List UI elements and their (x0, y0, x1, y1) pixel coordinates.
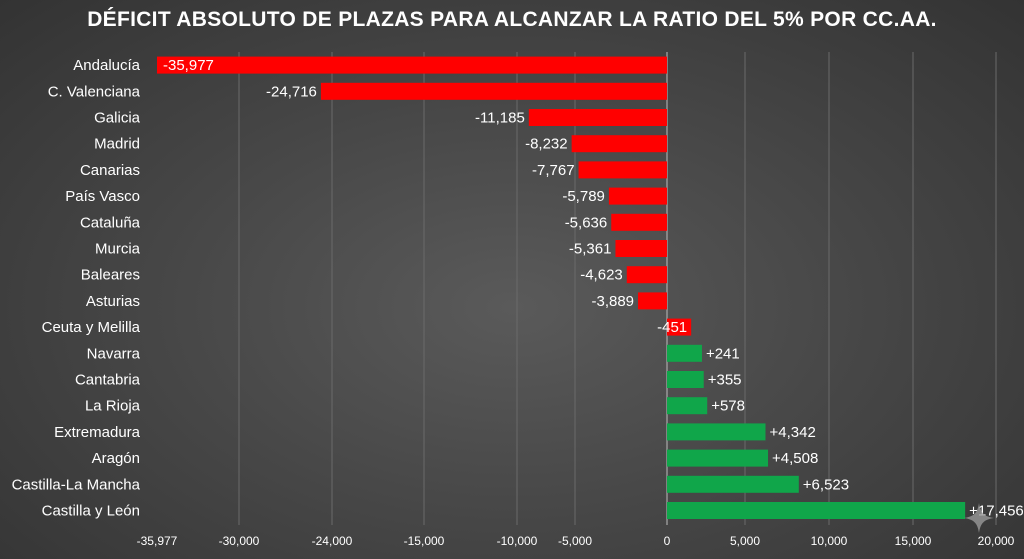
chart-title: DÉFICIT ABSOLUTO DE PLAZAS PARA ALCANZAR… (87, 8, 937, 31)
category-label: Ceuta y Melilla (42, 319, 141, 336)
data-label: -4,623 (580, 267, 623, 284)
data-label: -35,977 (163, 57, 214, 74)
data-label: -11,185 (475, 110, 525, 127)
bar (667, 475, 799, 493)
category-label: Navarra (87, 345, 141, 362)
bar (667, 371, 704, 388)
data-label: -5,361 (569, 241, 612, 258)
bar (157, 56, 667, 74)
bars-layer (157, 56, 966, 519)
x-tick-label: -15,000 (404, 534, 445, 548)
bar (667, 318, 692, 336)
category-label: Aragón (92, 450, 140, 467)
grid-layer (238, 52, 997, 525)
bar (667, 449, 769, 467)
bar (320, 82, 667, 100)
data-label: +4,508 (772, 450, 818, 467)
x-tick-label: -30,000 (219, 534, 260, 548)
x-tick-label: 20,000 (978, 534, 1015, 548)
bar (667, 397, 708, 415)
category-label: Canarias (80, 162, 140, 179)
bar (611, 213, 667, 231)
bar (615, 240, 667, 257)
bar (638, 292, 667, 310)
bar (578, 161, 667, 179)
bar (667, 344, 702, 362)
data-label: -5,636 (565, 214, 608, 231)
category-label: Cataluña (80, 214, 141, 231)
data-label: +241 (706, 345, 740, 362)
category-label: Castilla y León (42, 503, 140, 520)
category-label: Castilla-La Mancha (12, 476, 141, 493)
data-label: -24,716 (266, 83, 317, 100)
data-label: +6,523 (803, 476, 849, 493)
category-label: País Vasco (65, 188, 140, 205)
category-label: Murcia (95, 241, 141, 258)
x-tick-label: -35,977 (137, 534, 178, 548)
x-tick-label: -24,000 (312, 534, 353, 548)
category-label: Extremadura (54, 424, 141, 441)
data-label: -5,789 (562, 188, 605, 205)
bar (667, 423, 766, 441)
bar (626, 266, 667, 284)
x-tick-label: 5,000 (730, 534, 760, 548)
x-axis-ticks: -35,977 -30,000 -24,000 -15,000 -10,000 -5,00… (137, 534, 1015, 548)
data-label: -7,767 (532, 162, 575, 179)
bar (667, 502, 966, 519)
sparkle-icon (964, 503, 994, 533)
category-label: Madrid (94, 136, 140, 153)
bar (528, 109, 667, 126)
bar (571, 135, 667, 153)
labels-layer: Andalucía -35,977 C. Valenciana -24,716 Gali… (12, 57, 1024, 519)
data-label: +4,342 (769, 424, 815, 441)
data-label: -3,889 (591, 293, 634, 310)
category-label: Galicia (94, 110, 141, 127)
category-label: Andalucía (73, 57, 140, 74)
category-label: C. Valenciana (48, 83, 141, 100)
data-label: -8,232 (525, 136, 568, 153)
x-tick-label: 15,000 (895, 534, 932, 548)
data-label: +578 (711, 398, 745, 415)
category-label: La Rioja (85, 398, 141, 415)
x-tick-label: 10,000 (811, 534, 848, 548)
data-label: -451 (657, 319, 687, 336)
x-tick-label: 0 (664, 534, 671, 548)
data-label: +355 (708, 372, 742, 389)
x-tick-label: -10,000 (497, 534, 538, 548)
category-label: Cantabria (75, 372, 141, 389)
category-label: Asturias (86, 293, 140, 310)
category-label: Baleares (81, 267, 140, 284)
x-tick-label: -5,000 (558, 534, 592, 548)
bar (608, 187, 667, 205)
